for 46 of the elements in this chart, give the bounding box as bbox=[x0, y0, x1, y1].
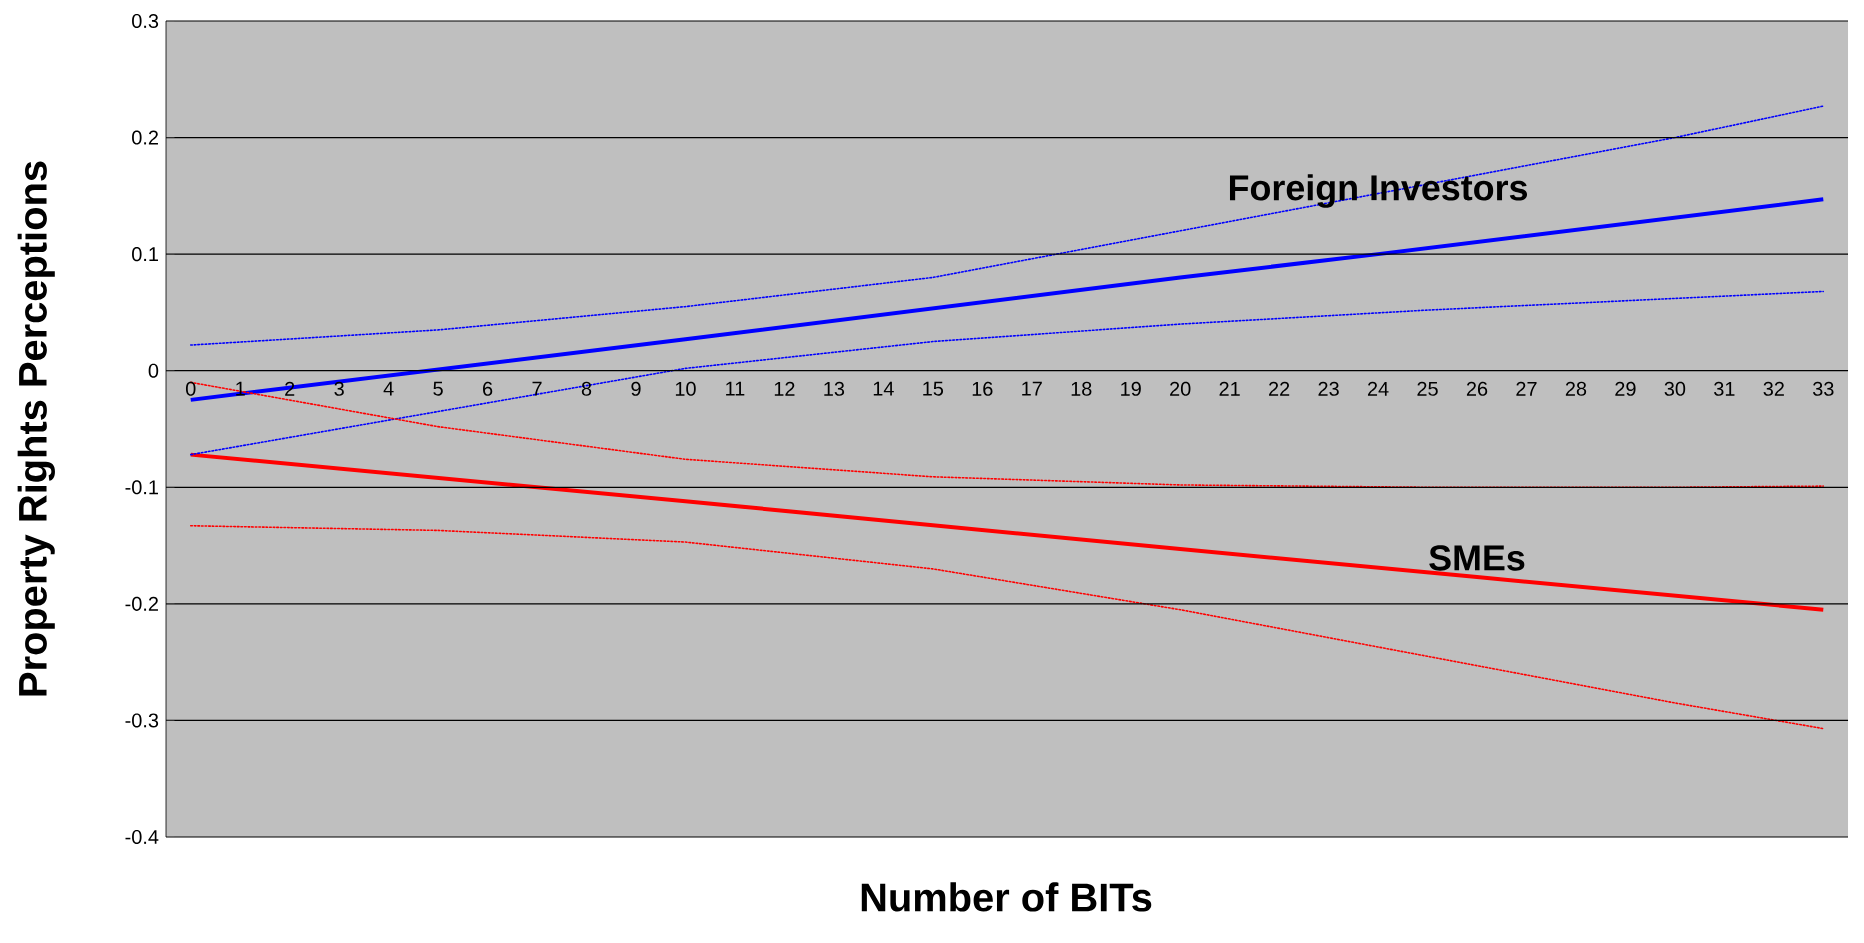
x-tick-label: 21 bbox=[1219, 381, 1240, 396]
y-tick-label: -0.1 bbox=[125, 480, 158, 495]
x-tick-label: 29 bbox=[1615, 381, 1636, 396]
x-tick-label: 31 bbox=[1714, 381, 1735, 396]
y-tick-label: 0 bbox=[148, 363, 159, 378]
x-tick-label: 11 bbox=[726, 381, 745, 396]
x-tick-label: 0 bbox=[185, 381, 196, 396]
x-tick-label: 15 bbox=[923, 381, 944, 396]
x-tick-label: 4 bbox=[383, 381, 394, 396]
x-tick-label: 5 bbox=[433, 381, 443, 396]
x-tick-label: 33 bbox=[1812, 381, 1834, 396]
x-tick-label: 24 bbox=[1367, 381, 1389, 396]
x-tick-label: 2 bbox=[285, 381, 295, 396]
x-tick-label: 7 bbox=[532, 381, 542, 396]
y-tick-label: -0.3 bbox=[125, 713, 159, 728]
x-tick-label: 23 bbox=[1318, 381, 1339, 396]
y-tick-label: 0.3 bbox=[132, 13, 159, 29]
x-tick-label: 28 bbox=[1565, 381, 1587, 396]
x-tick-label: 17 bbox=[1022, 381, 1042, 396]
x-axis-title: Number of BITs bbox=[861, 882, 1152, 912]
y-tick-label: 0.2 bbox=[132, 130, 158, 145]
x-tick-label: 12 bbox=[774, 381, 795, 396]
x-tick-label: 13 bbox=[824, 381, 845, 396]
y-tick-label: -0.4 bbox=[125, 829, 159, 845]
line-series bbox=[189, 524, 1825, 730]
x-tick-label: 22 bbox=[1269, 381, 1290, 396]
x-tick-label: 9 bbox=[631, 381, 641, 396]
x-tick-label: 18 bbox=[1071, 381, 1092, 396]
line-series bbox=[188, 452, 1826, 612]
x-tick-label: 27 bbox=[1516, 381, 1537, 396]
x-tick-label: 30 bbox=[1664, 381, 1686, 396]
line-series bbox=[189, 105, 1825, 346]
x-tick-label: 32 bbox=[1763, 381, 1784, 396]
y-tick-label: -0.2 bbox=[125, 596, 158, 611]
series-label: SMEs bbox=[1429, 545, 1525, 571]
x-tick-label: 3 bbox=[334, 381, 344, 396]
x-tick-label: 10 bbox=[675, 381, 696, 396]
x-tick-label: 20 bbox=[1170, 381, 1191, 396]
x-tick-label: 26 bbox=[1466, 381, 1488, 396]
y-tick-label: 0.1 bbox=[132, 247, 158, 262]
x-tick-label: 19 bbox=[1121, 381, 1141, 396]
y-axis-title: Property Rights Perceptions bbox=[17, 161, 55, 696]
x-tick-label: 16 bbox=[972, 381, 993, 396]
x-tick-label: 14 bbox=[873, 381, 894, 396]
x-tick-label: 6 bbox=[483, 381, 493, 396]
x-tick-label: 25 bbox=[1417, 381, 1438, 396]
